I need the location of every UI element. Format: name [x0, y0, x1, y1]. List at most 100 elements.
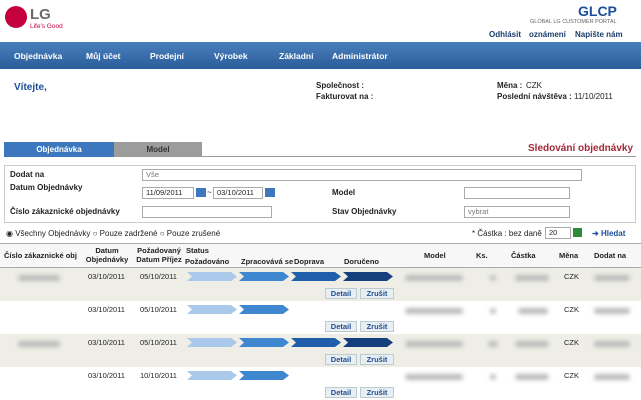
column-header: Dodat na — [594, 251, 627, 260]
redacted — [594, 374, 630, 380]
status-arrow — [239, 338, 289, 347]
text-input[interactable] — [142, 206, 272, 218]
link[interactable]: Napište nám — [575, 30, 623, 39]
page-size[interactable]: 20 — [545, 227, 571, 239]
redacted — [405, 308, 463, 314]
date-input[interactable]: 11/09/2011 — [142, 187, 194, 199]
column-header: Požadovaný Datum Příjez — [136, 246, 182, 264]
nav-bar: Objednávka Můj účet Prodejní Výrobek Zák… — [0, 42, 641, 69]
portal: GLCP — [578, 3, 617, 19]
greeting: Vítejte, — [14, 82, 47, 93]
status-arrow — [239, 305, 289, 314]
label: Fakturovat na : — [316, 92, 374, 101]
logo: LG — [30, 6, 51, 23]
redacted — [515, 275, 549, 281]
redacted — [490, 374, 496, 380]
tagline: Life's Good — [30, 23, 63, 30]
cell: CZK — [564, 272, 579, 281]
radio-label: Pouze zadržené — [99, 229, 158, 238]
cell: 03/10/2011 — [88, 371, 125, 380]
column-header: Číslo zákaznické obj — [4, 251, 77, 260]
cancel-button[interactable]: Zrušit — [360, 387, 394, 398]
link[interactable]: oznámení — [529, 30, 566, 39]
table-header — [0, 243, 641, 268]
radio[interactable]: ○ — [159, 229, 167, 238]
status-arrow — [343, 338, 393, 347]
detail-button[interactable]: Detail — [325, 321, 357, 332]
radio-group: ◉ Všechny Objednávky ○ Pouze zadržené ○ … — [6, 229, 220, 238]
label: Poslední návštěva : — [497, 92, 572, 101]
column-header: Datum Objednávky — [85, 246, 129, 264]
page-size-value: 20 — [549, 228, 558, 237]
nav-item[interactable]: Prodejní — [150, 51, 185, 61]
cell: CZK — [564, 338, 579, 347]
calendar-icon[interactable] — [265, 188, 275, 197]
cancel-button[interactable]: Zrušit — [360, 288, 394, 299]
detail-button[interactable]: Detail — [325, 288, 357, 299]
calendar-icon[interactable] — [196, 188, 206, 197]
detail-button[interactable]: Detail — [325, 354, 357, 365]
tab[interactable]: Model — [114, 142, 202, 157]
column-header: Model — [424, 251, 446, 260]
radio[interactable]: ◉ — [6, 229, 16, 238]
redacted — [594, 308, 630, 314]
redacted — [405, 275, 463, 281]
column-header: Ks. — [476, 251, 488, 260]
cell: 03/10/2011 — [88, 305, 125, 314]
redacted — [515, 341, 549, 347]
date-value: 11/09/2011 — [146, 188, 183, 197]
amount-note: * Částka : bez daně — [472, 229, 542, 238]
table-row: 03/10/2011 10/10/2011 CZK Detail Zrušit — [0, 367, 641, 400]
portal-subtitle: GLOBAL LG CUSTOMER PORTAL — [530, 19, 617, 25]
status-arrow — [187, 305, 237, 314]
status-step: Doručeno — [344, 257, 380, 266]
cell: CZK — [564, 371, 579, 380]
cell: 05/10/2011 — [140, 305, 177, 314]
select[interactable]: Vše — [142, 169, 582, 181]
status-arrow — [343, 272, 393, 281]
cell: 05/10/2011 — [140, 338, 177, 347]
filter-box — [4, 165, 636, 223]
value: CZK — [526, 81, 542, 90]
link[interactable]: Odhlásit — [489, 30, 522, 39]
label: Číslo zákaznické objednávky — [10, 207, 120, 216]
label: Model — [332, 188, 356, 197]
status-arrow — [187, 338, 237, 347]
text-input[interactable] — [464, 187, 570, 199]
cancel-button[interactable]: Zrušit — [360, 354, 394, 365]
redacted — [18, 341, 60, 347]
table-row: 03/10/2011 05/10/2011 CZK Detail Zrušit — [0, 334, 641, 367]
status-arrow — [239, 272, 289, 281]
redacted — [515, 374, 549, 380]
status-arrow — [291, 338, 341, 347]
search-button[interactable]: ➜ Hledat — [592, 229, 626, 238]
redacted — [488, 341, 498, 347]
divider — [202, 156, 636, 157]
nav-item[interactable]: Základní — [279, 51, 314, 61]
detail-button[interactable]: Detail — [325, 387, 357, 398]
export-icon[interactable] — [573, 228, 582, 237]
status-arrow — [291, 272, 341, 281]
nav-item[interactable]: Objednávka — [14, 51, 63, 61]
cancel-button[interactable]: Zrušit — [360, 321, 394, 332]
nav-item[interactable]: Administrátor — [332, 51, 388, 61]
redacted — [518, 308, 548, 314]
column-header: Částka — [511, 251, 536, 260]
redacted — [405, 374, 463, 380]
nav-item[interactable]: Výrobek — [214, 51, 248, 61]
tab-active[interactable]: Objednávka — [4, 142, 114, 157]
nav-item[interactable]: Můj účet — [86, 51, 121, 61]
cell: 03/10/2011 — [88, 338, 125, 347]
cell: 10/10/2011 — [140, 371, 177, 380]
label: Datum Objednávky — [10, 183, 83, 192]
date-input[interactable]: 03/10/2011 — [213, 187, 263, 199]
status-step: Doprava — [294, 257, 325, 266]
select-value: vybrat — [468, 207, 489, 216]
label: Měna : — [497, 81, 523, 90]
page-title: Sledování objednávky — [528, 143, 634, 154]
redacted — [18, 275, 60, 281]
label: Stav Objednávky — [332, 207, 397, 216]
radio[interactable]: ○ — [92, 229, 100, 238]
select[interactable]: vybrat — [464, 206, 570, 218]
status-arrow — [239, 371, 289, 380]
